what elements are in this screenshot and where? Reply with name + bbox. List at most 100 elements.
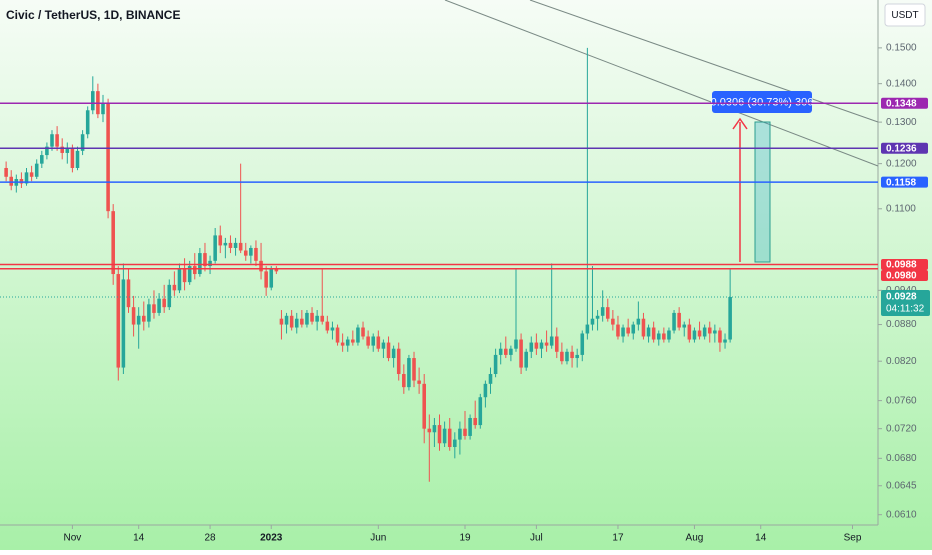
candle-body bbox=[396, 348, 401, 375]
candle-body bbox=[554, 336, 559, 352]
candle-body bbox=[269, 268, 274, 288]
candle-body bbox=[427, 428, 432, 433]
candle-body bbox=[376, 336, 381, 349]
candle-body bbox=[238, 242, 243, 251]
measure-label: 0.0306 (30.73%) 306 bbox=[711, 96, 814, 108]
level-label: 0.0988 bbox=[886, 260, 917, 271]
candle-body bbox=[29, 172, 34, 177]
candle-body bbox=[75, 150, 80, 168]
candle-body bbox=[320, 315, 325, 322]
trend-line bbox=[444, 0, 879, 167]
countdown: 04:11:32 bbox=[886, 304, 925, 315]
candle-body bbox=[45, 146, 49, 156]
candle-body bbox=[626, 327, 630, 334]
candle-body bbox=[544, 342, 549, 346]
candle-body bbox=[315, 315, 319, 322]
x-tick-label: Aug bbox=[686, 533, 704, 544]
candle-body bbox=[203, 253, 207, 267]
candle-body bbox=[453, 439, 457, 448]
candle-body bbox=[85, 110, 90, 135]
candle-body bbox=[616, 324, 620, 337]
candle-body bbox=[162, 298, 166, 308]
candle-body bbox=[4, 167, 8, 177]
x-tick-label: 14 bbox=[133, 533, 145, 544]
candle-body bbox=[371, 336, 376, 346]
candle-body bbox=[249, 247, 253, 256]
candle-body bbox=[254, 247, 258, 261]
level-label-box bbox=[881, 176, 928, 188]
candle-body bbox=[493, 354, 498, 375]
last-price: 0.0928 bbox=[886, 292, 917, 303]
y-tick-label: 0.1500 bbox=[886, 43, 917, 54]
candle-body bbox=[509, 348, 513, 355]
candle-body bbox=[611, 318, 615, 325]
candle-body bbox=[325, 321, 330, 331]
candle-body bbox=[116, 274, 121, 368]
candle-body bbox=[560, 351, 564, 362]
candle-body bbox=[198, 253, 202, 275]
candle-body bbox=[575, 354, 579, 359]
candle-body bbox=[131, 307, 136, 325]
x-tick-label: Jun bbox=[370, 533, 386, 544]
x-tick-label: 14 bbox=[755, 533, 767, 544]
candle-body bbox=[264, 271, 268, 288]
candle-body bbox=[539, 342, 544, 349]
candle-body bbox=[488, 374, 493, 384]
candle-body bbox=[682, 324, 687, 328]
currency[interactable]: USDT bbox=[891, 10, 918, 21]
candle-body bbox=[565, 351, 569, 362]
candle-body bbox=[60, 146, 64, 153]
candle-body bbox=[172, 284, 177, 291]
candle-body bbox=[407, 358, 411, 388]
candle-body bbox=[182, 268, 187, 283]
measure-label-box bbox=[712, 91, 812, 113]
candle-body bbox=[274, 268, 279, 272]
candle-body bbox=[605, 307, 610, 319]
candle-body bbox=[656, 333, 661, 340]
candle-body bbox=[662, 333, 666, 340]
candle-body bbox=[121, 279, 126, 368]
candle-body bbox=[340, 342, 345, 346]
y-tick-label: 0.0645 bbox=[886, 480, 917, 491]
candle-body bbox=[519, 339, 523, 368]
candle-body bbox=[534, 342, 539, 349]
candle-body bbox=[284, 315, 289, 325]
level-label-box bbox=[881, 97, 928, 109]
candle-body bbox=[590, 318, 595, 325]
candle-body bbox=[468, 417, 472, 436]
candle-body bbox=[437, 425, 442, 444]
candle-body bbox=[687, 324, 692, 340]
candle-body bbox=[40, 155, 44, 164]
candle-body bbox=[106, 102, 110, 212]
candle-body bbox=[442, 428, 447, 444]
candle-body bbox=[723, 339, 727, 343]
y-tick-label: 0.0680 bbox=[886, 453, 917, 464]
candle-body bbox=[218, 235, 223, 246]
candle-body bbox=[391, 348, 396, 359]
x-tick-label: 2023 bbox=[260, 533, 283, 544]
candle-body bbox=[672, 312, 676, 331]
candle-body bbox=[157, 298, 161, 313]
candle-body bbox=[641, 318, 646, 337]
candle-body bbox=[651, 327, 656, 340]
candle-body bbox=[279, 318, 284, 325]
candle-body bbox=[310, 312, 314, 322]
candle-body bbox=[9, 176, 14, 186]
candle-body bbox=[233, 242, 238, 248]
candle-body bbox=[19, 179, 24, 184]
candle-body bbox=[80, 134, 85, 151]
level-label: 0.1158 bbox=[886, 177, 916, 188]
candle-body bbox=[223, 242, 228, 246]
candle-body bbox=[167, 284, 172, 308]
currency-box[interactable] bbox=[884, 3, 926, 27]
candle-body bbox=[361, 327, 365, 337]
candle-body bbox=[402, 374, 406, 388]
candle-body bbox=[289, 315, 294, 328]
candle-body bbox=[351, 339, 355, 343]
level-label: 0.1236 bbox=[886, 143, 917, 154]
candle-body bbox=[55, 134, 59, 147]
candle-body bbox=[707, 327, 712, 334]
